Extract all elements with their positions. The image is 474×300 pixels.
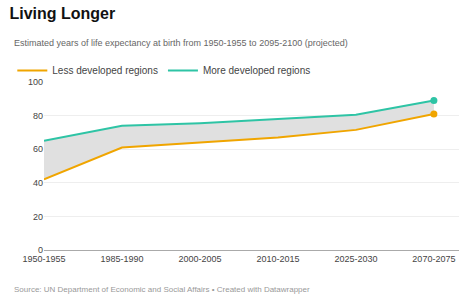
svg-text:2070-2075: 2070-2075	[412, 254, 455, 264]
svg-text:40: 40	[33, 178, 43, 188]
svg-text:2000-2005: 2000-2005	[178, 254, 221, 264]
svg-text:More developed regions: More developed regions	[203, 65, 310, 76]
svg-text:2025-2030: 2025-2030	[334, 254, 377, 264]
svg-text:Living Longer: Living Longer	[9, 5, 115, 22]
svg-text:0: 0	[38, 245, 43, 255]
svg-text:Estimated years of life expect: Estimated years of life expectancy at bi…	[14, 38, 348, 48]
svg-text:100: 100	[28, 77, 43, 87]
svg-text:Less developed regions: Less developed regions	[52, 65, 158, 76]
svg-text:80: 80	[33, 111, 43, 121]
svg-text:1950-1955: 1950-1955	[22, 254, 65, 264]
svg-text:60: 60	[33, 144, 43, 154]
svg-text:Source: UN Department of Econo: Source: UN Department of Economic and So…	[14, 285, 310, 294]
svg-text:2010-2015: 2010-2015	[256, 254, 299, 264]
svg-text:20: 20	[33, 212, 43, 222]
svg-text:1985-1990: 1985-1990	[100, 254, 143, 264]
